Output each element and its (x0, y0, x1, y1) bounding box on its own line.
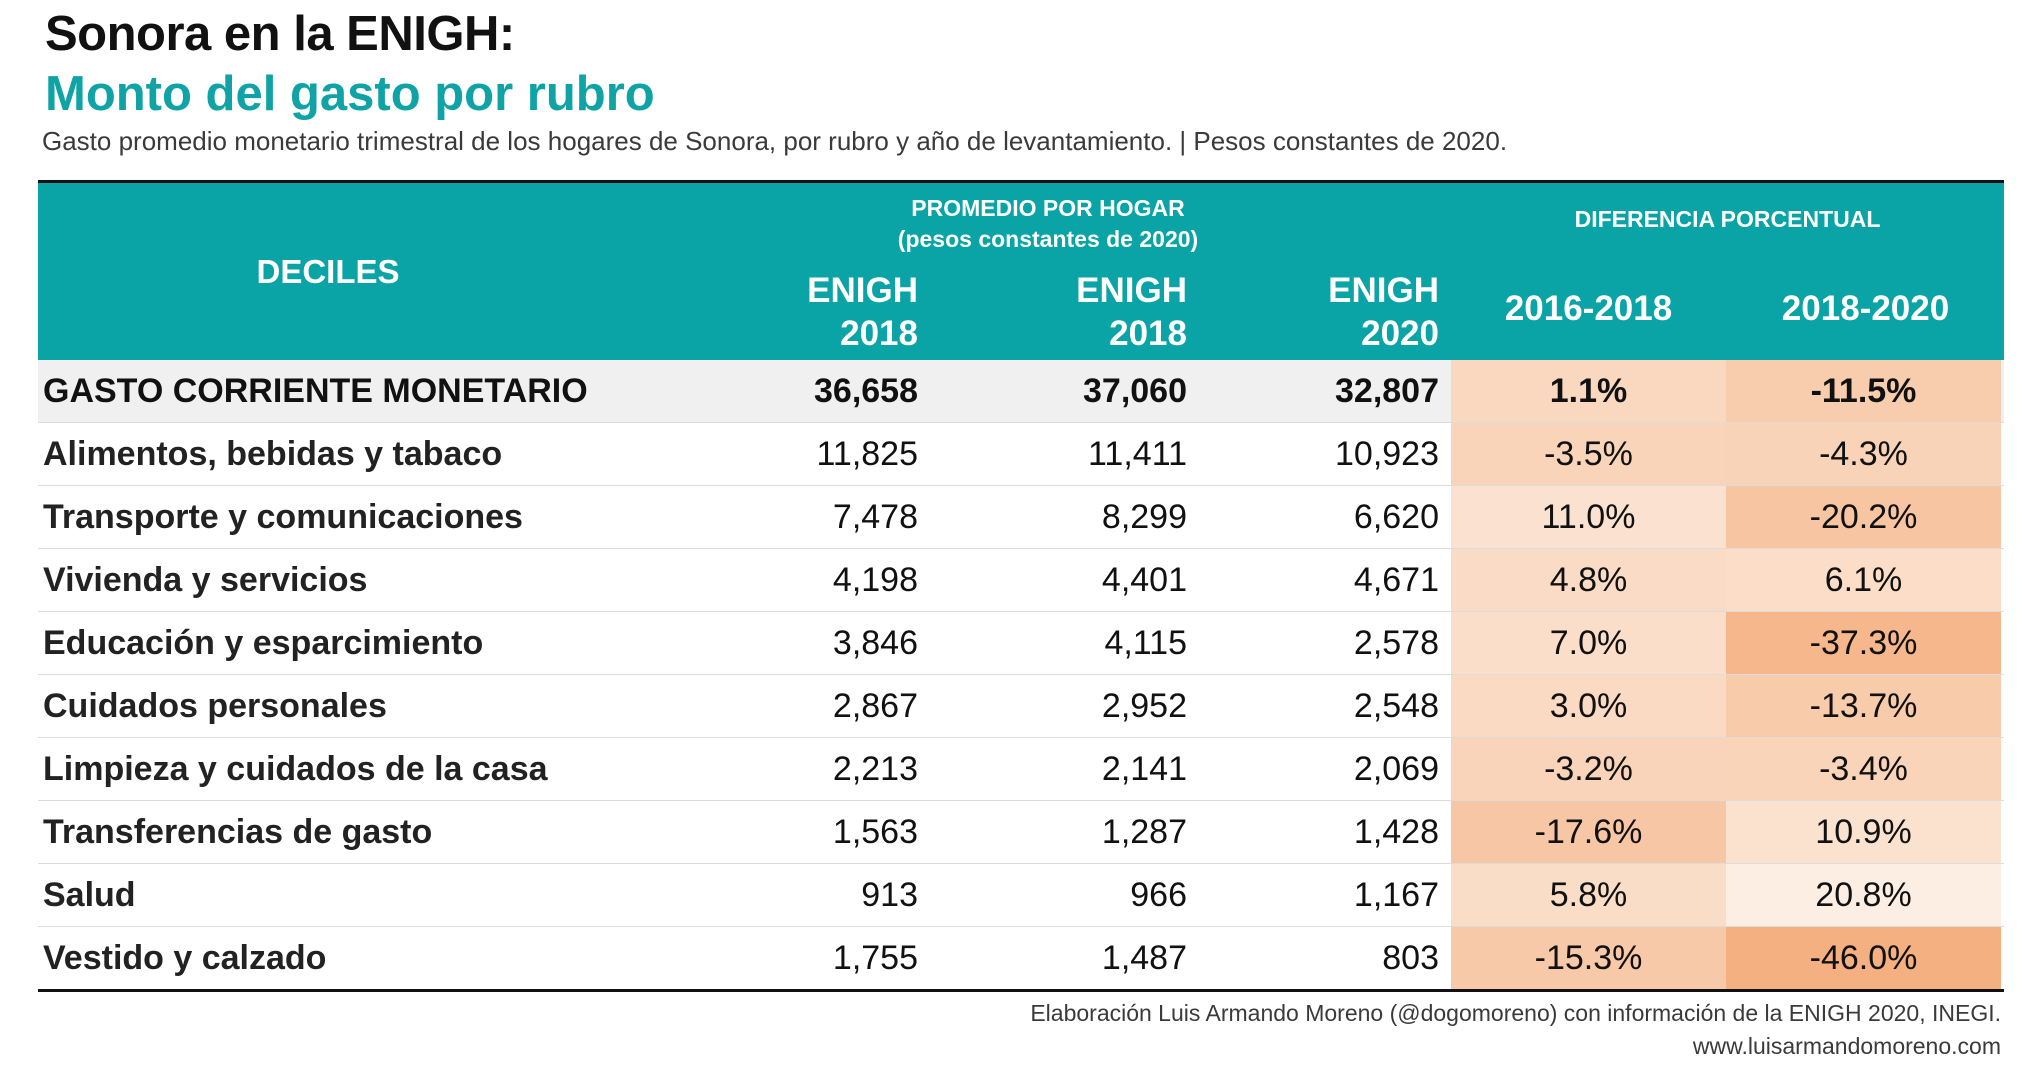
header-year-col-1-line1: ENIGH (807, 271, 918, 310)
cell-diff-2016-2018: 4.8% (1451, 549, 1726, 611)
cell-diff-2016-2018: -3.5% (1451, 423, 1726, 485)
table-body: GASTO CORRIENTE MONETARIO 36,658 37,060 32,… (38, 360, 2004, 992)
cell-diff-2016-2018: -17.6% (1451, 801, 1726, 863)
cell-diff-2018-2020: -4.3% (1726, 423, 2001, 485)
chart-title: Sonora en la ENIGH: (45, 7, 515, 61)
cell-enigh-2018-a: 913 (861, 876, 918, 914)
cell-enigh-2018-a: 3,846 (832, 624, 918, 662)
header-period-col-1: 2016-2018 (1504, 289, 1673, 328)
cell-enigh-2018-a: 7,478 (832, 498, 918, 536)
cell-enigh-2018-b: 2,952 (1101, 687, 1187, 725)
cell-diff-2016-2018: -15.3% (1451, 927, 1726, 989)
cell-enigh-2020: 2,548 (1353, 687, 1439, 725)
table-row: Vivienda y servicios 4,198 4,401 4,671 4.8% 6… (38, 549, 2004, 612)
cell-diff-2018-2020: 20.8% (1726, 864, 2001, 926)
cell-enigh-2018-b: 1,287 (1101, 813, 1187, 851)
cell-enigh-2020: 1,428 (1353, 813, 1439, 851)
cell-enigh-2020: 2,069 (1353, 750, 1439, 788)
cell-enigh-2020: 32,807 (1335, 372, 1439, 410)
header-year-col-1: ENIGH 2018 (738, 269, 918, 355)
header-diferencia-group: DIFERENCIA PORCENTUAL (1574, 206, 1881, 232)
cell-diff-2018-2020: -46.0% (1726, 927, 2001, 989)
cell-diff-2016-2018: 11.0% (1451, 486, 1726, 548)
header-year-col-2-line1: ENIGH (1076, 271, 1187, 310)
row-label: Transporte y comunicaciones (43, 498, 523, 536)
header-promedio-group: PROMEDIO POR HOGAR (pesos constantes de … (658, 193, 1438, 255)
cell-diff-2018-2020: -20.2% (1726, 486, 2001, 548)
cell-enigh-2020: 803 (1382, 939, 1439, 977)
cell-enigh-2018-b: 8,299 (1101, 498, 1187, 536)
row-label: Alimentos, bebidas y tabaco (43, 435, 503, 473)
table-row: Salud 913 966 1,167 5.8% 20.8% (38, 864, 2004, 927)
cell-diff-2018-2020: 6.1% (1726, 549, 2001, 611)
cell-diff-2018-2020: 10.9% (1726, 801, 2001, 863)
cell-enigh-2018-a: 2,867 (832, 687, 918, 725)
cell-enigh-2018-a: 11,825 (816, 435, 918, 473)
row-label: Educación y esparcimiento (43, 624, 484, 662)
row-label: Salud (43, 876, 136, 914)
data-table: DECILES PROMEDIO POR HOGAR (pesos consta… (38, 180, 2004, 992)
table-row: Transferencias de gasto 1,563 1,287 1,428 -1… (38, 801, 2004, 864)
cell-diff-2018-2020: -13.7% (1726, 675, 2001, 737)
row-label: Cuidados personales (43, 687, 387, 725)
table-top-rule (38, 180, 2004, 183)
header-year-col-3: ENIGH 2020 (1259, 269, 1439, 355)
cell-enigh-2020: 1,167 (1353, 876, 1439, 914)
table-header: DECILES PROMEDIO POR HOGAR (pesos consta… (38, 183, 2004, 360)
cell-enigh-2018-a: 1,755 (832, 939, 918, 977)
cell-diff-2018-2020: -11.5% (1726, 360, 2001, 422)
cell-diff-2018-2020: -3.4% (1726, 738, 2001, 800)
cell-enigh-2018-b: 4,401 (1101, 561, 1187, 599)
header-year-col-3-line1: ENIGH (1328, 271, 1439, 310)
header-year-col-3-line2: 2020 (1361, 314, 1439, 353)
table-row: Educación y esparcimiento 3,846 4,115 2,578… (38, 612, 2004, 675)
table-row: Vestido y calzado 1,755 1,487 803 -15.3% -46.… (38, 927, 2004, 992)
cell-enigh-2018-a: 1,563 (832, 813, 918, 851)
cell-enigh-2020: 10,923 (1335, 435, 1439, 473)
credit-line: Elaboración Luis Armando Moreno (@dogomo… (1030, 1000, 2001, 1026)
cell-enigh-2018-b: 37,060 (1083, 372, 1187, 410)
row-label: GASTO CORRIENTE MONETARIO (43, 372, 588, 410)
credit-url: www.luisarmandomoreno.com (1692, 1033, 2001, 1059)
table-row: Cuidados personales 2,867 2,952 2,548 3.0% -1… (38, 675, 2004, 738)
cell-enigh-2018-a: 4,198 (832, 561, 918, 599)
cell-enigh-2018-b: 2,141 (1101, 750, 1187, 788)
header-promedio-line1: PROMEDIO POR HOGAR (911, 195, 1185, 221)
table-row: Alimentos, bebidas y tabaco 11,825 11,411 1… (38, 423, 2004, 486)
cell-enigh-2018-b: 966 (1130, 876, 1187, 914)
row-label: Transferencias de gasto (43, 813, 433, 851)
chart-description: Gasto promedio monetario trimestral de l… (42, 126, 1508, 156)
header-promedio-line2: (pesos constantes de 2020) (897, 226, 1199, 252)
cell-diff-2016-2018: 3.0% (1451, 675, 1726, 737)
row-label: Vestido y calzado (43, 939, 327, 977)
cell-diff-2018-2020: -37.3% (1726, 612, 2001, 674)
header-period-col-2: 2018-2020 (1781, 289, 1950, 328)
cell-enigh-2020: 2,578 (1353, 624, 1439, 662)
header-year-col-2-line2: 2018 (1109, 314, 1187, 353)
cell-enigh-2018-a: 2,213 (832, 750, 918, 788)
cell-enigh-2020: 4,671 (1353, 561, 1439, 599)
cell-diff-2016-2018: 5.8% (1451, 864, 1726, 926)
table-row: Limpieza y cuidados de la casa 2,213 2,141… (38, 738, 2004, 801)
chart-subtitle: Monto del gasto por rubro (45, 67, 655, 121)
row-label: Limpieza y cuidados de la casa (43, 750, 548, 788)
cell-enigh-2018-a: 36,658 (814, 372, 918, 410)
cell-enigh-2018-b: 11,411 (1088, 435, 1187, 473)
row-label: Vivienda y servicios (43, 561, 368, 599)
table-row: Transporte y comunicaciones 7,478 8,299 6,6… (38, 486, 2004, 549)
header-year-col-2: ENIGH 2018 (1007, 269, 1187, 355)
table-total-row: GASTO CORRIENTE MONETARIO 36,658 37,060 32,… (38, 360, 2004, 423)
cell-diff-2016-2018: -3.2% (1451, 738, 1726, 800)
header-deciles: DECILES (256, 253, 400, 290)
cell-enigh-2018-b: 1,487 (1101, 939, 1187, 977)
cell-enigh-2018-b: 4,115 (1104, 624, 1187, 662)
cell-diff-2016-2018: 7.0% (1451, 612, 1726, 674)
cell-enigh-2020: 6,620 (1353, 498, 1439, 536)
cell-diff-2016-2018: 1.1% (1451, 360, 1726, 422)
header-year-col-1-line2: 2018 (840, 314, 918, 353)
